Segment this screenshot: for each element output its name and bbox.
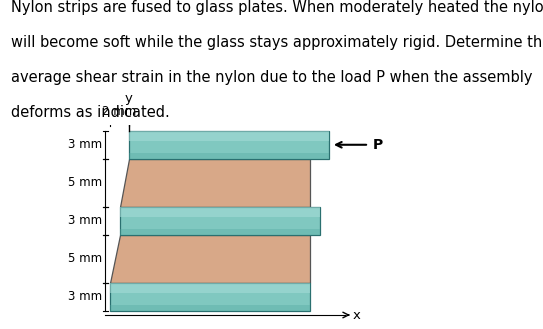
- Polygon shape: [110, 283, 310, 293]
- Text: 5 mm: 5 mm: [68, 176, 102, 189]
- Polygon shape: [129, 131, 329, 159]
- Polygon shape: [110, 235, 310, 283]
- Text: P: P: [373, 138, 383, 152]
- Polygon shape: [110, 283, 310, 311]
- Polygon shape: [129, 131, 329, 141]
- Polygon shape: [119, 207, 319, 217]
- Text: 3 mm: 3 mm: [68, 214, 102, 227]
- Text: Nylon strips are fused to glass plates. When moderately heated the nylon: Nylon strips are fused to glass plates. …: [11, 0, 543, 15]
- Polygon shape: [119, 229, 319, 235]
- Polygon shape: [110, 305, 310, 311]
- Text: 5 mm: 5 mm: [68, 252, 102, 265]
- Polygon shape: [119, 159, 310, 207]
- Polygon shape: [129, 153, 329, 159]
- Text: 3 mm: 3 mm: [68, 290, 102, 303]
- Text: x: x: [353, 309, 361, 321]
- Text: y: y: [125, 91, 133, 105]
- Text: 2 mm: 2 mm: [103, 105, 137, 117]
- Text: will become soft while the glass stays approximately rigid. Determine the: will become soft while the glass stays a…: [11, 35, 543, 50]
- Text: average shear strain in the nylon due to the load P when the assembly: average shear strain in the nylon due to…: [11, 70, 532, 85]
- Text: deforms as indicated.: deforms as indicated.: [11, 105, 169, 120]
- Text: 3 mm: 3 mm: [68, 138, 102, 151]
- Polygon shape: [119, 207, 319, 235]
